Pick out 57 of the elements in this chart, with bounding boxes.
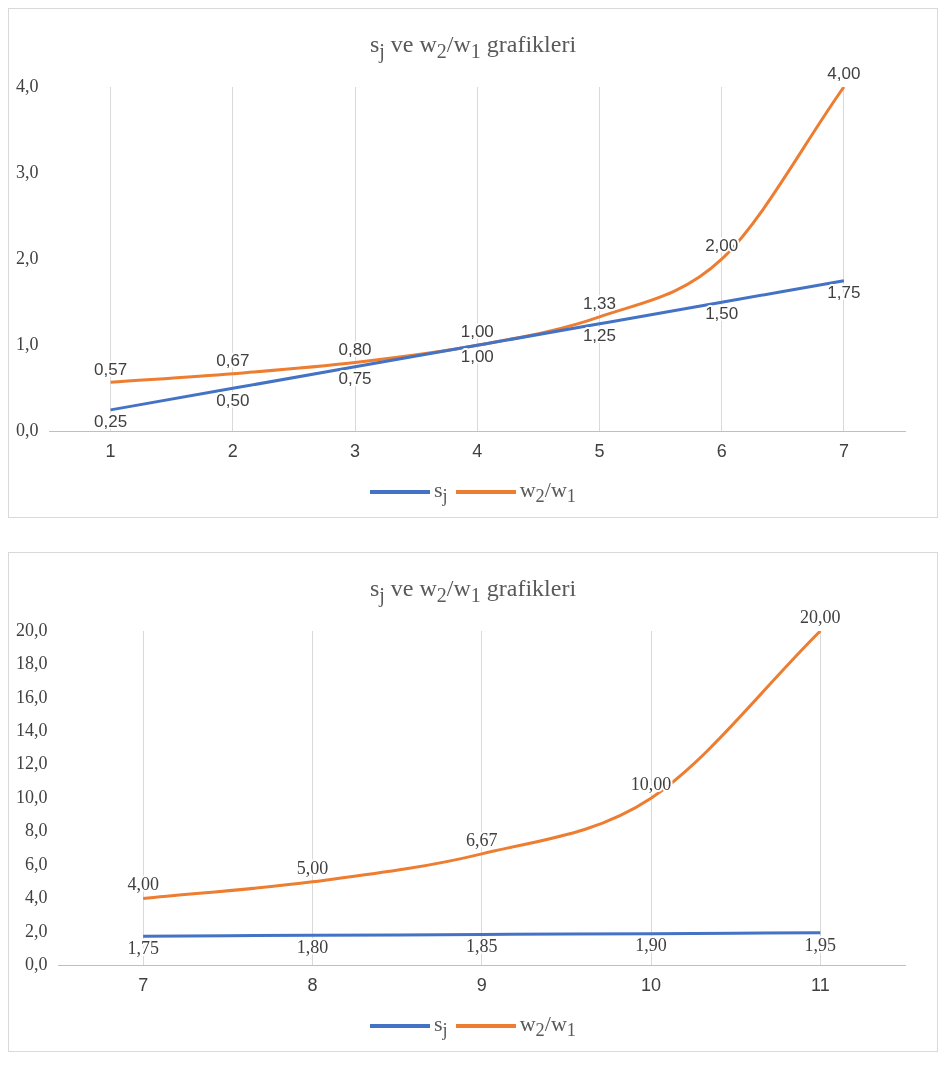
data-label: 1,85 [466, 936, 498, 957]
data-label: 4,00 [827, 63, 861, 83]
data-label: 4,00 [127, 874, 159, 895]
y-tick-label: 0,0 [16, 419, 39, 440]
x-tick-label: 7 [838, 440, 849, 461]
y-tick-label: 12,0 [16, 753, 48, 774]
chart-title: s$_{j}$ ve w$_{2}$/w$_{1}$ grafikleri [368, 30, 578, 63]
data-label: 1,75 [827, 282, 861, 302]
chart-title: s$_{j}$ ve w$_{2}$/w$_{1}$ grafikleri [368, 574, 578, 607]
data-label: 0,80 [338, 339, 372, 359]
x-tick-label: 3 [350, 440, 361, 461]
x-tick-label: 9 [476, 975, 487, 996]
x-tick-label: 10 [641, 975, 662, 996]
legend-label: s$_{j}$ [434, 476, 448, 508]
data-label: 20,00 [800, 606, 841, 627]
legend-label: w$_{2}$/w$_{1}$ [519, 1010, 576, 1042]
y-tick-label: 2,0 [25, 920, 48, 941]
legend-label: s$_{j}$ [434, 1010, 448, 1042]
data-label: 10,00 [630, 773, 672, 794]
data-label: 5,00 [296, 857, 329, 878]
data-label: 0,75 [338, 368, 372, 388]
data-label: 1,95 [804, 934, 837, 955]
y-tick-label: 10,0 [16, 786, 48, 807]
y-tick-label: 1,0 [16, 333, 39, 354]
data-label: 1,00 [460, 322, 494, 342]
y-tick-label: 4,0 [16, 75, 39, 96]
data-label: 0,57 [94, 359, 128, 379]
y-tick-label: 3,0 [16, 161, 39, 182]
data-label: 0,50 [216, 390, 250, 410]
data-label: 1,80 [296, 937, 329, 958]
data-label: 1,25 [582, 325, 617, 345]
x-tick-label: 1 [105, 440, 116, 461]
data-label: 0,25 [94, 411, 128, 431]
data-label: 1,33 [582, 293, 617, 313]
data-label: 0,67 [216, 350, 250, 370]
data-label: 1,75 [127, 937, 159, 958]
data-label: 1,50 [705, 304, 739, 324]
x-tick-label: 5 [594, 440, 605, 461]
y-tick-label: 6,0 [25, 853, 48, 874]
x-tick-label: 8 [307, 975, 318, 996]
x-tick-label: 7 [138, 975, 149, 996]
y-tick-label: 20,0 [16, 619, 48, 640]
y-tick-label: 18,0 [16, 653, 48, 674]
x-tick-label: 6 [716, 440, 727, 461]
x-tick-label: 4 [472, 440, 483, 461]
data-label: 1,00 [460, 347, 494, 367]
data-label: 1,90 [635, 935, 667, 956]
y-tick-label: 16,0 [16, 686, 48, 707]
y-tick-label: 0,0 [25, 954, 48, 975]
y-tick-label: 14,0 [16, 720, 48, 741]
data-label: 6,67 [466, 829, 498, 850]
y-tick-label: 4,0 [25, 887, 48, 908]
x-tick-label: 2 [227, 440, 238, 461]
legend-label: w$_{2}$/w$_{1}$ [519, 476, 576, 508]
x-tick-label: 11 [811, 975, 830, 996]
y-tick-label: 8,0 [25, 820, 48, 841]
y-tick-label: 2,0 [16, 247, 39, 268]
